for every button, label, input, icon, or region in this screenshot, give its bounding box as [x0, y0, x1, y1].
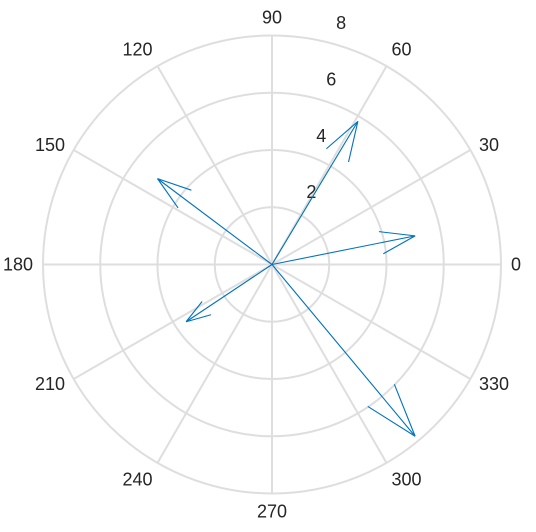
r-tick-label: 8: [336, 13, 346, 33]
arrow-head: [185, 301, 203, 323]
polar-grid: [42, 34, 502, 495]
theta-tick-label: 300: [392, 469, 422, 489]
grid-ring-4: [156, 149, 388, 380]
axis-labels: 0 30 60 90 120 150 180 210 240 270 300 330 2 4 6 8: [3, 8, 521, 522]
r-tick-label: 6: [326, 69, 336, 89]
grid-ring-2: [213, 206, 331, 323]
theta-tick-label: 240: [122, 469, 152, 489]
theta-tick-label: 330: [479, 374, 509, 394]
compass-arrows: [157, 120, 416, 437]
theta-tick-label: 150: [35, 135, 65, 155]
arrow-head: [185, 314, 212, 323]
r-tick-label: 4: [316, 126, 326, 146]
theta-tick-label: 0: [511, 255, 521, 275]
arrow-shaft: [271, 235, 416, 266]
arrow-head: [347, 121, 359, 163]
arrow-head: [378, 231, 416, 237]
theta-tick-label: 180: [3, 255, 33, 275]
arrow-shaft: [185, 264, 273, 323]
theta-tick-label: 30: [479, 135, 499, 155]
arrow-head: [383, 235, 416, 255]
arrow-shaft: [271, 264, 416, 437]
arrow-head: [367, 406, 416, 437]
theta-tick-label: 60: [392, 40, 412, 60]
theta-tick-label: 90: [262, 8, 282, 28]
theta-tick-label: 120: [122, 40, 152, 60]
arrow-head: [157, 178, 192, 191]
grid-ring-8: [42, 34, 502, 495]
arrow-head: [393, 384, 416, 437]
grid-ring-6: [99, 91, 445, 438]
arrow-head: [326, 120, 359, 150]
theta-tick-label: 210: [35, 374, 65, 394]
theta-tick-label: 270: [257, 502, 287, 522]
arrow-shaft: [157, 178, 273, 265]
r-tick-label: 2: [306, 182, 316, 202]
arrow-shaft: [271, 121, 359, 265]
arrow-head: [157, 178, 179, 209]
